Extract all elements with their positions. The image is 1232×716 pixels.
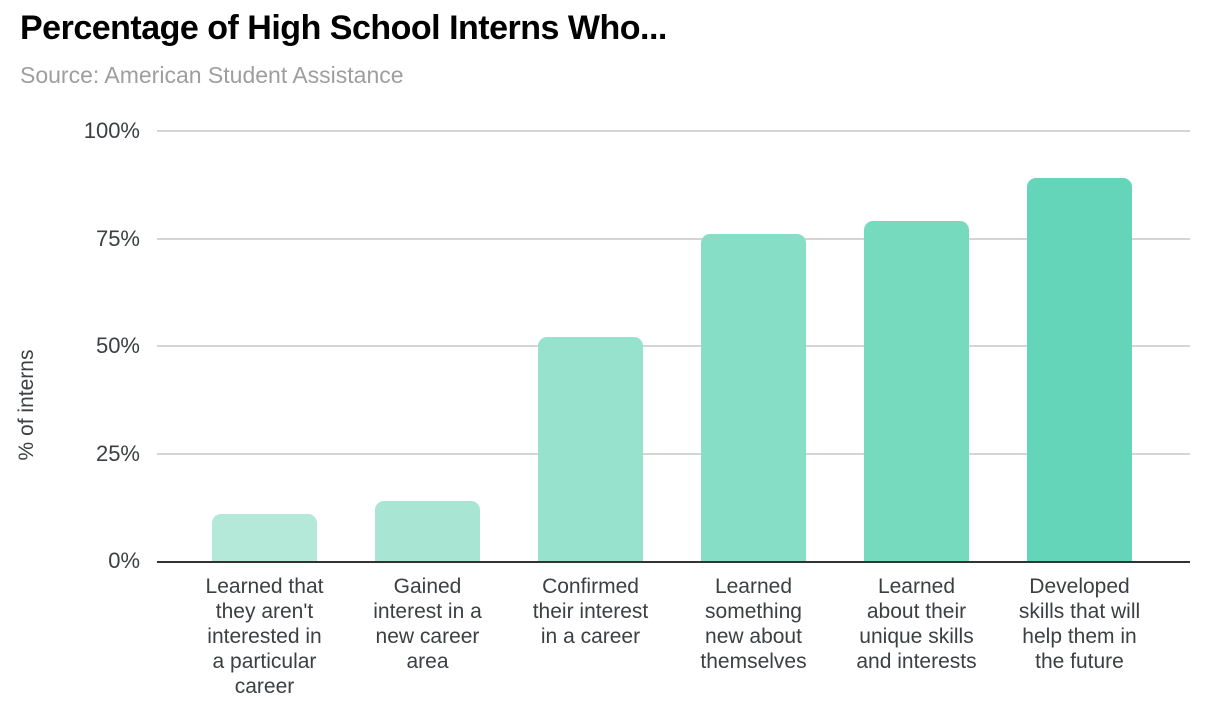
bar xyxy=(375,500,480,561)
x-axis-label: Learned something new about themselves xyxy=(700,575,807,673)
bar xyxy=(701,234,806,561)
chart-source: Source: American Student Assistance xyxy=(20,62,404,88)
x-axis-label: Developed skills that will help them in … xyxy=(1018,575,1141,673)
y-tick-label: 50% xyxy=(95,333,140,358)
gridline xyxy=(157,345,1190,347)
bar-slot xyxy=(835,131,998,561)
plot-area xyxy=(157,130,1190,563)
x-axis: Learned that they aren't interested in a… xyxy=(183,574,1161,699)
y-tick-label: 75% xyxy=(95,225,140,251)
bar-slot xyxy=(509,131,672,561)
x-axis-label: Learned that they aren't interested in a… xyxy=(205,575,324,698)
x-axis-label: Learned about their unique skills and in… xyxy=(856,575,977,673)
chart-title: Percentage of High School Interns Who... xyxy=(20,9,667,47)
bar-slot xyxy=(998,131,1161,561)
gridline xyxy=(157,237,1190,240)
bar xyxy=(538,337,643,561)
x-axis-label: Confirmed their interest in a career xyxy=(532,575,649,648)
bar xyxy=(1027,178,1132,561)
y-tick-label: 100% xyxy=(83,118,140,143)
bar xyxy=(212,513,317,561)
y-axis: 100% 75% 50% 25% 0% xyxy=(0,118,140,573)
bar-slot xyxy=(183,131,346,561)
y-tick-label: 25% xyxy=(95,440,140,466)
bar-slot xyxy=(346,131,509,561)
y-tick-label: 0% xyxy=(108,548,140,573)
gridline xyxy=(157,452,1190,455)
x-axis-label: Gained interest in a new career area xyxy=(373,575,482,673)
bars-row xyxy=(183,131,1161,561)
bar xyxy=(864,221,969,561)
gridline xyxy=(157,130,1190,132)
bar-slot xyxy=(672,131,835,561)
